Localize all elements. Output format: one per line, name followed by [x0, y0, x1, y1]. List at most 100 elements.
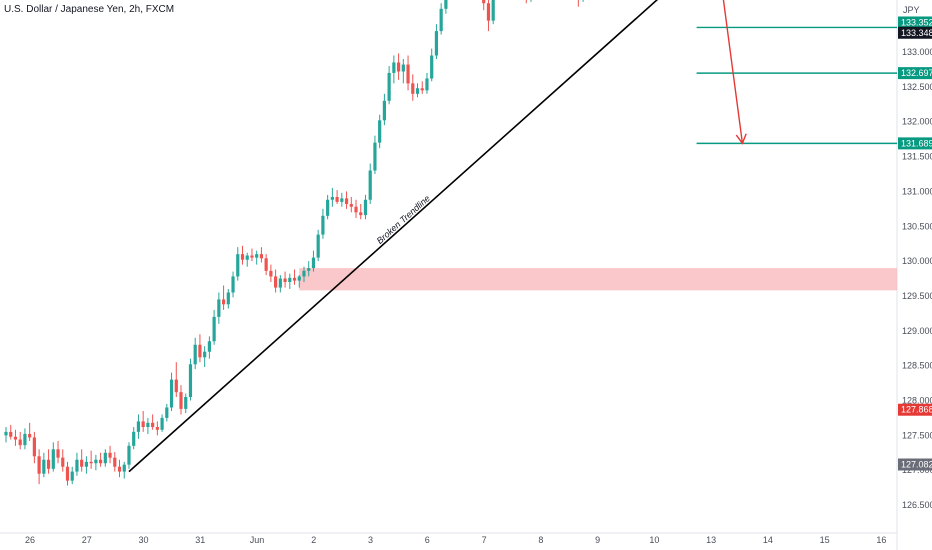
candle-body [165, 407, 169, 418]
price-tick-label: 132.000 [902, 117, 932, 127]
price-tick-label: 132.500 [902, 82, 932, 92]
down-arrow-head [735, 133, 747, 145]
price-tick-label: 130.000 [902, 256, 932, 266]
time-tick-label: 9 [595, 535, 600, 545]
candle-body [363, 199, 368, 216]
time-tick-label: 15 [820, 535, 830, 545]
candle-body [28, 433, 32, 438]
candle-body [13, 436, 18, 440]
candle-body [132, 431, 136, 446]
candle-body [359, 212, 363, 216]
candle-body [354, 206, 358, 213]
candle-body [146, 422, 150, 427]
candle-body [259, 254, 264, 259]
price-tag-label: 131.689 [901, 138, 932, 148]
candle-body [23, 433, 27, 446]
candle-body [415, 88, 420, 94]
time-tick-label: 31 [195, 535, 205, 545]
price-tag [898, 67, 932, 80]
candle-body [32, 437, 36, 457]
candle-body [56, 449, 60, 458]
time-tick-label: 14 [763, 535, 773, 545]
price-tag-label: 127.868 [901, 405, 932, 415]
candle-body [269, 270, 273, 277]
candle-body [18, 439, 22, 446]
candle-body [420, 88, 424, 91]
price-tag [898, 137, 932, 150]
time-tick-label: 16 [876, 535, 886, 545]
price-tag [898, 403, 932, 416]
candle-body [406, 64, 410, 84]
candle-body [255, 254, 259, 258]
candle-body [311, 257, 316, 269]
chart-title: U.S. Dollar / Japanese Yen, 2h, FXCM [4, 4, 175, 15]
candle-body [184, 397, 188, 409]
price-tag [898, 16, 932, 29]
candle-body [373, 142, 377, 171]
trendline-label: Broken Trendline [375, 193, 432, 246]
candle-body [80, 459, 84, 467]
price-tick-label: 129.000 [902, 326, 932, 336]
candle-body [151, 422, 155, 427]
candle-body [127, 445, 131, 465]
down-arrow-line [722, 0, 744, 144]
candle-body [240, 254, 245, 260]
candle-body [368, 170, 372, 200]
candle-body [430, 55, 434, 79]
time-tick-label: 13 [706, 535, 716, 545]
candle-body [42, 459, 46, 474]
candle-body [203, 351, 207, 358]
candle-body [491, 0, 495, 21]
candle-body [486, 3, 491, 21]
candle-body [264, 258, 268, 271]
candle-body [236, 254, 240, 277]
candle-body [61, 457, 65, 467]
candle-body [113, 457, 117, 467]
candle-body [84, 461, 89, 467]
candle-body [387, 72, 391, 101]
price-tick-label: 131.500 [902, 152, 932, 162]
candle-body [392, 62, 396, 73]
price-tag-label: 133.348 [901, 28, 932, 38]
candle-body [326, 199, 330, 216]
candle-body [174, 379, 178, 393]
candle-body [221, 299, 226, 305]
candle-body [307, 268, 311, 271]
candle-body [193, 344, 197, 365]
time-tick-label: 27 [82, 535, 92, 545]
candle-body [321, 215, 325, 235]
price-tick-label: 131.000 [902, 186, 932, 196]
candle-body [274, 276, 278, 288]
candle-body [51, 449, 55, 469]
candle-body [99, 459, 103, 464]
time-tick-label: Jun [250, 535, 265, 545]
price-tick-label: 128.500 [902, 361, 932, 371]
candle-body [425, 78, 429, 91]
time-tick-label: 3 [368, 535, 373, 545]
time-tick-label: 26 [25, 535, 35, 545]
time-tick-label: 30 [139, 535, 149, 545]
candle-body [330, 196, 334, 200]
price-tick-label: 130.500 [902, 221, 932, 231]
time-tick-label: 10 [649, 535, 659, 545]
candle-body [198, 344, 202, 358]
trendline[interactable] [128, 0, 730, 473]
candle-body [349, 203, 353, 207]
candle-body [155, 426, 159, 430]
candle-body [378, 120, 382, 143]
support-zone[interactable] [299, 268, 897, 291]
price-tag-label: 132.697 [901, 68, 932, 78]
candle-body [340, 198, 344, 202]
time-tick-label: 7 [482, 535, 487, 545]
candle-body [65, 466, 70, 481]
candle-body [169, 379, 174, 408]
candle-body [117, 466, 122, 472]
price-tick-label: 126.500 [902, 500, 932, 510]
candle-body [297, 276, 301, 281]
candle-body [89, 461, 93, 464]
currency-label: JPY [903, 5, 920, 15]
candle-body [344, 198, 349, 204]
candle-body [482, 0, 486, 4]
